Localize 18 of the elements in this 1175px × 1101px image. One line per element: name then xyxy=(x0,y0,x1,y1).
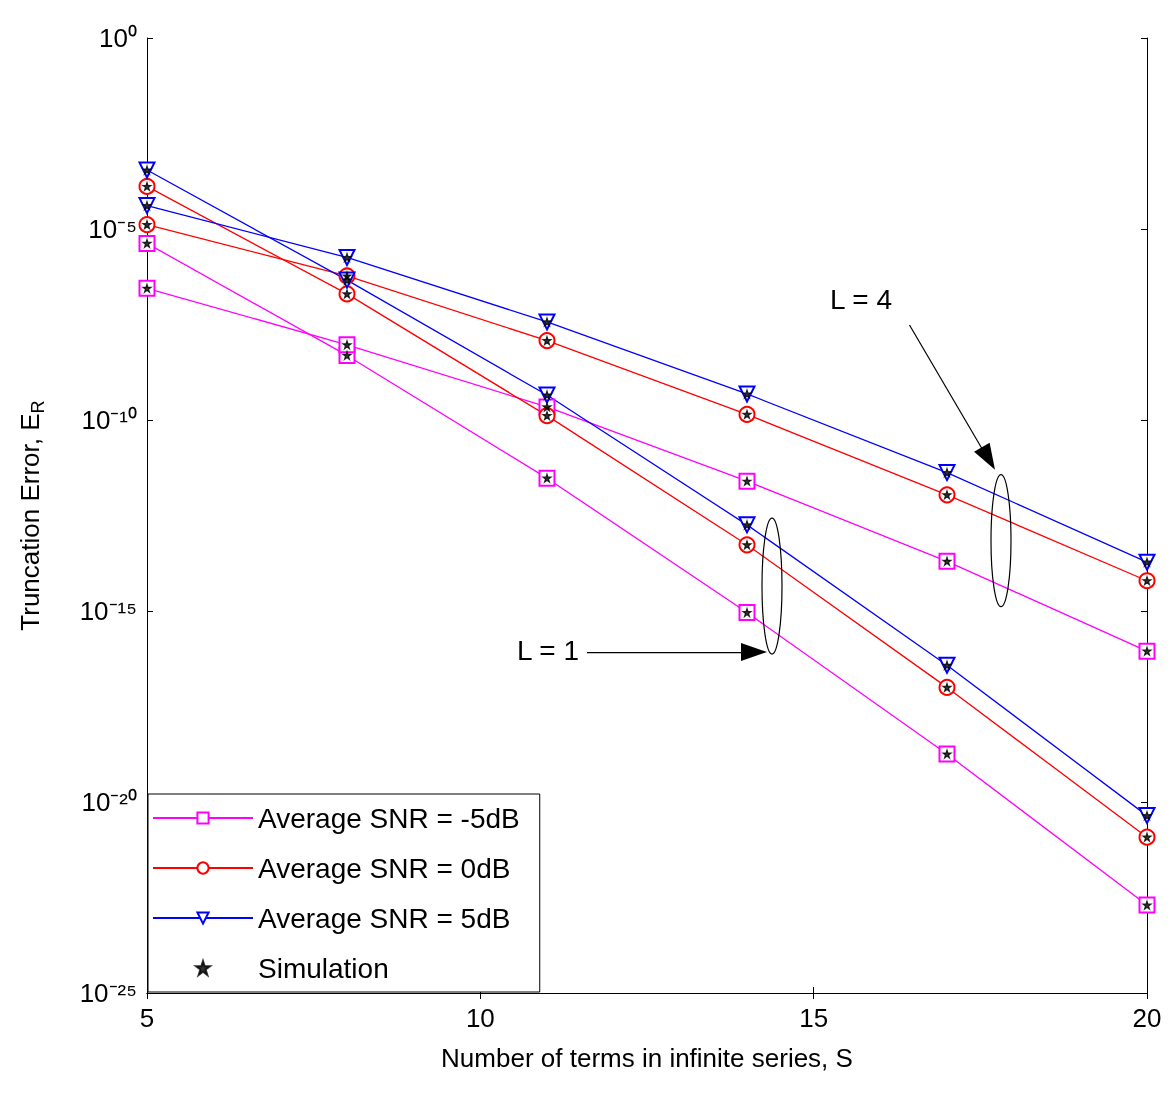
y-tick-label: 10⁻⁵ xyxy=(88,214,137,244)
x-tick-label: 5 xyxy=(139,1003,155,1033)
y-tick-label: 10⁻¹⁵ xyxy=(79,596,137,626)
annotation: L = 4 xyxy=(830,283,893,315)
y-tick-label: 10⁻²⁵ xyxy=(79,978,137,1008)
y-tick-label: 10⁻¹⁰ xyxy=(81,405,137,435)
annotation: L = 1 xyxy=(517,635,580,667)
legend-label: Average SNR = -5dB xyxy=(258,802,520,834)
legend-label: Average SNR = 0dB xyxy=(258,852,511,884)
legend-label: Simulation xyxy=(258,952,389,984)
y-tick-label: 10⁻²⁰ xyxy=(81,787,137,817)
legend-label: Average SNR = 5dB xyxy=(258,902,511,934)
x-tick-label: 20 xyxy=(1132,1003,1162,1033)
x-tick-label: 10 xyxy=(465,1003,495,1033)
x-axis-title: Number of terms in infinite series, S xyxy=(441,1043,853,1073)
x-tick-label: 15 xyxy=(799,1003,829,1033)
y-tick-label: 10⁰ xyxy=(99,23,137,53)
y-axis-title: Truncation Error, ER xyxy=(15,400,48,631)
